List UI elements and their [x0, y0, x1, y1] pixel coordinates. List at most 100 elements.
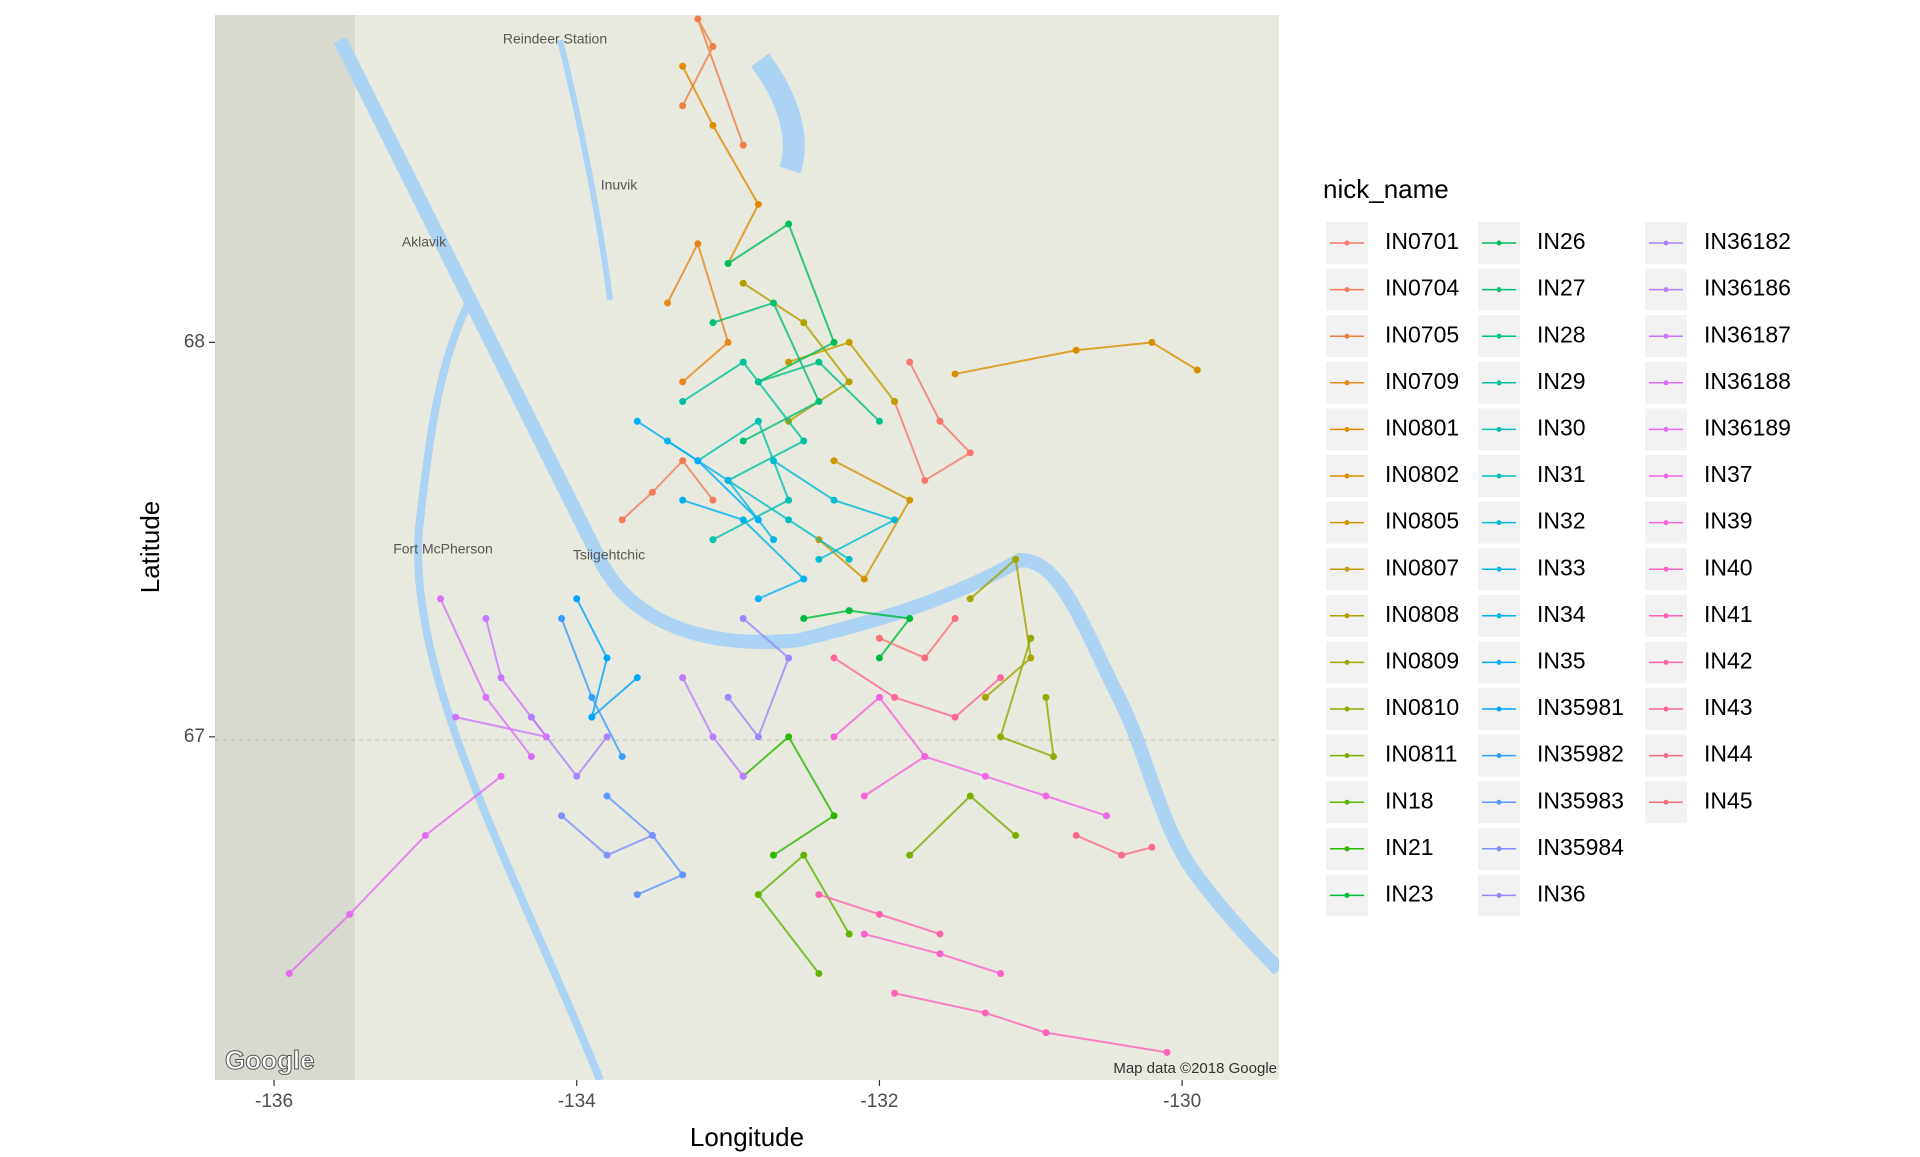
fix-point [800, 319, 808, 327]
legend-label: IN29 [1537, 368, 1586, 394]
fix-point [875, 634, 883, 642]
legend-dot [1663, 566, 1669, 572]
fix-point [1072, 346, 1080, 354]
fix-point [1027, 634, 1035, 642]
fix-point [906, 496, 914, 504]
fix-point [785, 220, 793, 228]
fix-point [679, 496, 687, 504]
legend-dot [1663, 659, 1669, 665]
fix-point [452, 713, 460, 721]
fix-point [285, 970, 293, 977]
legend-label: IN33 [1537, 554, 1586, 580]
legend-label: IN35984 [1537, 834, 1624, 860]
track [681, 18, 745, 146]
fix-point [588, 713, 596, 721]
x-tick-label: -136 [255, 1091, 293, 1112]
legend-label: IN0810 [1385, 694, 1459, 720]
legend-label: IN42 [1704, 647, 1753, 673]
legend-dot [1344, 892, 1350, 898]
legend-label: IN35981 [1537, 694, 1624, 720]
place-label: Reindeer Station [503, 31, 607, 47]
fix-point [679, 871, 687, 879]
legend-label: IN36 [1537, 880, 1586, 906]
fix-point [785, 496, 793, 504]
x-tick-label: -130 [1163, 1091, 1201, 1112]
fix-point [527, 753, 535, 761]
fix-point [754, 891, 762, 899]
fix-point [739, 141, 747, 149]
fix-point [906, 851, 914, 859]
fix-point [815, 891, 823, 899]
fix-point [633, 891, 641, 899]
fix-point [815, 970, 823, 977]
fix-point [936, 930, 944, 938]
fix-point [709, 121, 717, 129]
fix-point [739, 437, 747, 445]
fix-point [769, 851, 777, 859]
fix-point [739, 358, 747, 366]
fix-point [754, 595, 762, 603]
track [682, 360, 806, 482]
legend-label: IN28 [1537, 321, 1586, 347]
fix-point [573, 595, 581, 603]
track [455, 618, 549, 739]
fix-point [1042, 792, 1050, 800]
legend-dot [1496, 613, 1502, 619]
fix-point [906, 615, 914, 622]
legend-label: IN0802 [1385, 461, 1459, 487]
fix-point [875, 654, 883, 662]
fix-point [603, 792, 611, 800]
fix-point [618, 753, 626, 761]
legend-dot [1344, 706, 1350, 712]
track [969, 557, 1032, 699]
fix-point [951, 370, 959, 378]
fix-point [769, 457, 777, 465]
legend-label: IN0805 [1385, 508, 1459, 534]
map-background [215, 15, 1279, 1080]
fix-point [875, 910, 883, 918]
legend-dot [1496, 287, 1502, 293]
fix-point [754, 417, 762, 425]
fix-point [1042, 1029, 1050, 1037]
fix-point [1042, 693, 1050, 701]
fix-point [588, 693, 596, 701]
fix-point [437, 595, 445, 603]
fix-point [830, 457, 838, 465]
fix-point [815, 555, 823, 563]
legend-dot [1663, 520, 1669, 526]
fix-point [875, 693, 883, 701]
fix-point [1102, 812, 1110, 820]
legend-dot [1663, 287, 1669, 293]
legend-dot [1496, 753, 1502, 759]
legend-dot [1663, 333, 1669, 339]
legend-dot [1344, 333, 1350, 339]
y-axis-title: Latitude [135, 501, 165, 594]
fix-point [739, 516, 747, 524]
track [681, 65, 760, 264]
legend-label: IN0701 [1385, 228, 1459, 254]
legend-dot [1663, 706, 1669, 712]
fix-point [542, 733, 550, 741]
legend-label: IN40 [1704, 554, 1753, 580]
fix-point [421, 831, 429, 839]
track [772, 459, 898, 561]
fix-point [1148, 338, 1156, 346]
legend-dot [1663, 799, 1669, 805]
fix-point [860, 575, 868, 583]
fix-point [830, 496, 838, 504]
legend-label: IN0709 [1385, 368, 1459, 394]
fix-point [648, 488, 656, 496]
legend-label: IN0811 [1385, 741, 1457, 767]
fix-point [603, 851, 611, 859]
fix-point [709, 319, 717, 327]
legend-label: IN43 [1704, 694, 1753, 720]
mountains [215, 15, 355, 1080]
fix-point [648, 831, 656, 839]
legend-dot [1344, 426, 1350, 432]
fix-point [785, 654, 793, 662]
fix-point [966, 595, 974, 603]
fix-point [845, 607, 853, 615]
y-tick-label: 67 [184, 726, 205, 747]
track [666, 241, 730, 383]
fix-point [891, 693, 899, 701]
